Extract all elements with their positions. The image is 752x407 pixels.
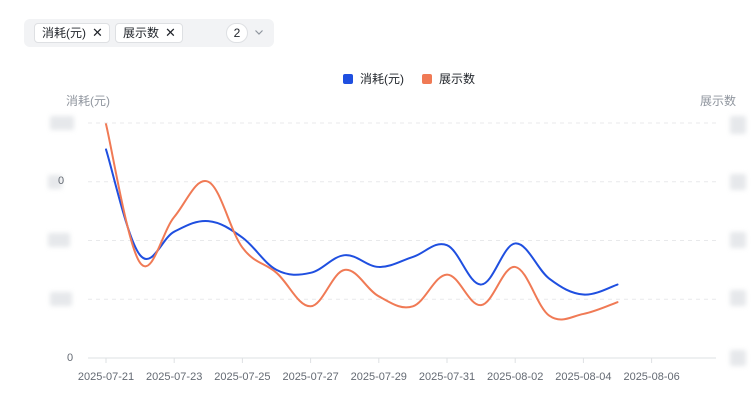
right-axis-title: 展示数: [700, 94, 737, 108]
obscured-tick-label: [50, 292, 72, 306]
chart-legend: 消耗(元) 展示数: [0, 70, 752, 86]
close-icon[interactable]: ✕: [165, 25, 176, 40]
x-tick-label: 2025-07-27: [282, 371, 338, 383]
legend-label: 展示数: [439, 72, 476, 86]
obscured-tick-label: [730, 290, 746, 306]
obscured-tick-label: [48, 233, 70, 247]
metric-tag-impressions[interactable]: 展示数 ✕: [115, 23, 183, 43]
legend-swatch: [422, 73, 432, 84]
obscured-tick-label: [730, 232, 746, 248]
legend-label: 消耗(元): [360, 72, 404, 86]
left-tick-label-zero: 0: [67, 352, 74, 364]
chevron-down-icon[interactable]: [254, 27, 264, 37]
x-tick-label: 2025-07-29: [351, 371, 407, 383]
series-line-impressions: [105, 123, 619, 321]
metric-tag-cost[interactable]: 消耗(元) ✕: [34, 23, 110, 43]
metric-tag-label: 展示数: [123, 26, 160, 40]
metric-filter-bar: 消耗(元) ✕ 展示数 ✕ 2: [24, 19, 274, 47]
x-tick-label: 2025-07-25: [214, 371, 270, 383]
obscured-tick-label: [48, 175, 62, 189]
x-tick-label: 2025-08-04: [555, 371, 611, 383]
metric-tag-label: 消耗(元): [42, 26, 86, 40]
legend-item-impressions[interactable]: 展示数: [422, 70, 475, 87]
x-tick-label: 2025-08-06: [623, 371, 679, 383]
series-line-cost: [105, 148, 619, 296]
obscured-tick-label: [730, 350, 746, 366]
obscured-tick-label: [50, 116, 74, 130]
left-tick-label: 0: [58, 175, 65, 187]
legend-item-cost[interactable]: 消耗(元): [343, 70, 404, 87]
obscured-tick-label: [730, 174, 746, 190]
obscured-tick-label: [730, 116, 746, 134]
close-icon[interactable]: ✕: [92, 25, 103, 40]
legend-swatch: [343, 73, 353, 84]
left-axis-title: 消耗(元): [66, 94, 110, 108]
x-tick-label: 2025-08-02: [487, 371, 543, 383]
x-tick-label: 2025-07-31: [419, 371, 475, 383]
x-tick-label: 2025-07-21: [78, 371, 134, 383]
x-tick-label: 2025-07-23: [146, 371, 202, 383]
selected-count-badge[interactable]: 2: [226, 23, 248, 43]
